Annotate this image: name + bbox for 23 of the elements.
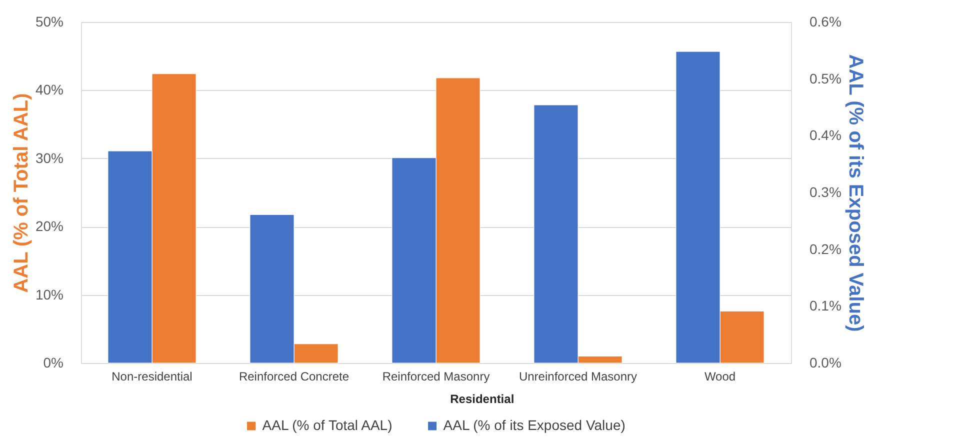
x-tick-label: Unreinforced Masonry	[518, 370, 638, 384]
y-tick-label: 40%	[35, 82, 64, 98]
x-tick-label: Non-residential	[112, 370, 192, 384]
y2-tick-label: 0.6%	[810, 14, 842, 30]
y2-tick-label: 0.3%	[810, 184, 842, 200]
y-tick-label: 50%	[35, 14, 64, 30]
y-tick-label: 0%	[43, 354, 64, 370]
y2-tick-label: 0.5%	[810, 70, 842, 86]
y2-tick-label: 0.0%	[810, 354, 842, 370]
y-tick-label: 10%	[35, 286, 64, 302]
text: Residential	[450, 392, 514, 406]
legend-label: AAL (% of its Exposed Value)	[443, 417, 626, 433]
y2-tick-label: 0.2%	[810, 240, 842, 257]
y2-tick-label: 0.4%	[810, 127, 842, 144]
x-tick-label: Reinforced Masonry	[382, 370, 490, 384]
x-tick-label: Reinforced Concrete	[238, 370, 350, 384]
x-tick-label: Wood	[704, 370, 736, 384]
y-axis-title: AAL (% of Total AAL)	[10, 93, 32, 293]
y-tick-label: 30%	[35, 150, 64, 166]
y2-axis-title: AAL (% of its Exposed Value)	[844, 54, 866, 332]
y2-tick-label: 0.1%	[810, 298, 842, 314]
legend-label: AAL (% of Total AAL)	[262, 417, 392, 433]
y-tick-label: 20%	[35, 218, 64, 234]
